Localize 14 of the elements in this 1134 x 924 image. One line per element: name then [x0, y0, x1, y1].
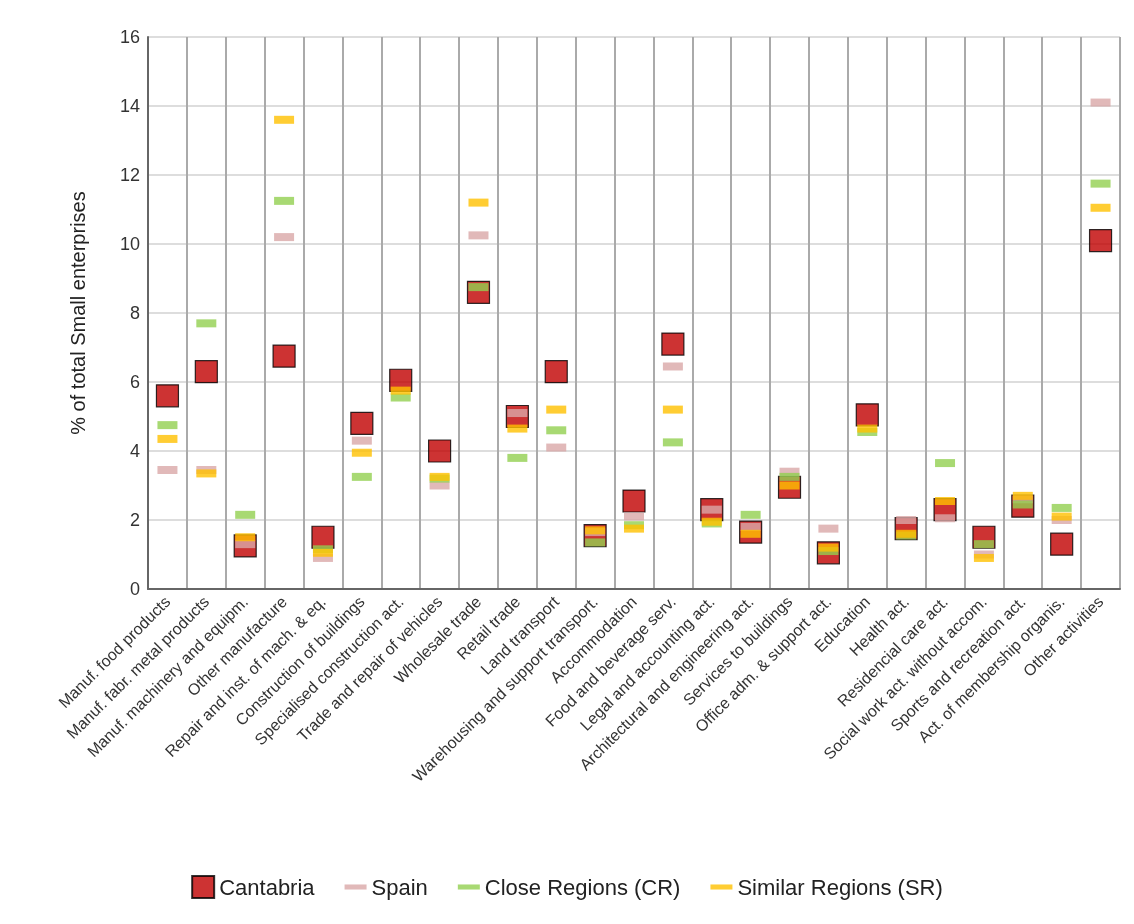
y-tick-label: 8: [129, 303, 140, 323]
legend-label: Similar Regions (SR): [737, 874, 943, 900]
legend-label: Close Regions (CR): [484, 874, 681, 900]
y-tick-label: 12: [119, 165, 140, 185]
y-tick-label: 16: [119, 27, 140, 47]
y-tick-label: 4: [129, 441, 140, 461]
y-tick-label: 14: [119, 96, 140, 116]
legend-label: Cantabria: [219, 874, 316, 900]
y-tick-label: 2: [129, 510, 140, 530]
y-tick-label: 10: [119, 234, 140, 254]
y-tick-label: 6: [129, 372, 140, 392]
legend-label: Spain: [371, 874, 428, 900]
y-tick-label: 0: [129, 579, 140, 599]
y-axis-title: % of total Small enterprises: [67, 191, 89, 435]
